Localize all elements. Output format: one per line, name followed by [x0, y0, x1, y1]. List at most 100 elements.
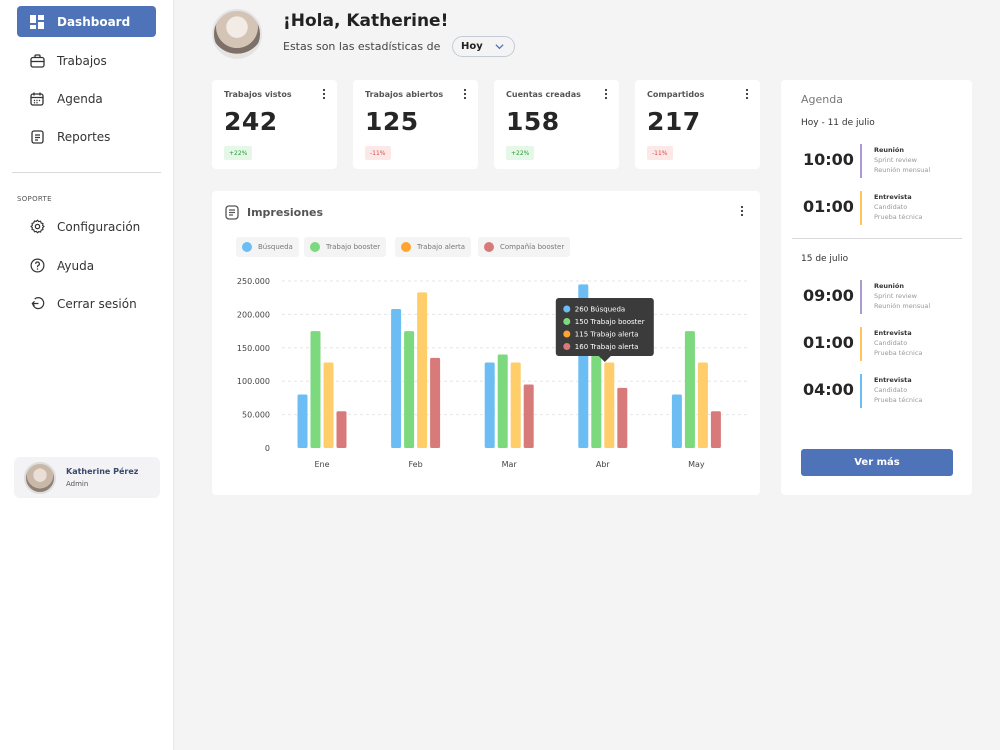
stat-badge: -11%: [365, 146, 391, 160]
legend-dot: [484, 242, 494, 252]
event-detail: Candidato: [874, 339, 908, 347]
sidebar-section-label: SOPORTE: [17, 195, 52, 203]
more-icon[interactable]: [743, 88, 751, 100]
report-icon: [29, 129, 45, 145]
sidebar-item-trabajos[interactable]: Trabajos: [17, 45, 156, 76]
legend-dot: [242, 242, 252, 252]
agenda-date: Hoy - 11 de julio: [801, 118, 875, 128]
agenda-title: Agenda: [801, 93, 843, 106]
y-tick-label: 200.000: [237, 310, 270, 319]
legend-label: Compañía booster: [500, 243, 565, 251]
chart-bar: [604, 362, 615, 448]
agenda-event[interactable]: 01:00 Entrevista Candidato Prueba técnic…: [801, 327, 961, 363]
stat-card-trabajos-abiertos: Trabajos abiertos 125 -11%: [353, 80, 478, 169]
chart-bar: [484, 362, 495, 448]
sidebar-item-dashboard[interactable]: Dashboard: [17, 6, 156, 37]
event-time: 09:00: [803, 286, 854, 305]
sidebar-item-reportes[interactable]: Reportes: [17, 121, 156, 152]
sidebar-item-label: Ayuda: [57, 258, 95, 273]
chart-bar: [310, 331, 321, 448]
event-detail: Prueba técnica: [874, 213, 923, 221]
agenda-event[interactable]: 01:00 Entrevista Candidato Prueba técnic…: [801, 191, 961, 227]
x-tick-label: Feb: [409, 460, 423, 469]
impressions-chart: 0 50.000 100.000 150.000 200.000 250.000 Ene Fe…: [237, 277, 750, 469]
tooltip-dot: [563, 330, 571, 338]
stat-label: Trabajos abiertos: [365, 90, 444, 99]
event-detail: Candidato: [874, 386, 908, 394]
x-tick-label: May: [688, 460, 705, 469]
stat-value: 125: [365, 107, 419, 136]
event-color-bar: [860, 374, 862, 408]
page-subtitle: Estas son las estadísticas de: [283, 40, 441, 53]
more-icon[interactable]: [602, 88, 610, 100]
sidebar-divider: [12, 172, 161, 173]
stat-card-cuentas-creadas: Cuentas creadas 158 +22%: [494, 80, 619, 169]
gear-icon: [29, 219, 45, 235]
more-icon[interactable]: [461, 88, 469, 100]
tooltip-line: 115 Trabajo alerta: [575, 331, 639, 339]
tooltip-arrow: [598, 356, 611, 362]
profile-card[interactable]: Katherine Pérez Admin: [14, 457, 160, 498]
chart-title: Impresiones: [247, 206, 324, 219]
impressions-card: 0 50.000 100.000 150.000 200.000 250.000 Ene Fe…: [212, 191, 760, 495]
stat-label: Cuentas creadas: [506, 90, 581, 99]
logout-icon: [29, 296, 45, 312]
legend-item-trabajo-alerta[interactable]: Trabajo alerta: [395, 237, 472, 257]
sidebar-item-label: Trabajos: [57, 53, 107, 68]
sidebar-item-label: Configuración: [57, 219, 141, 234]
legend-item-trabajo-booster[interactable]: Trabajo booster: [304, 237, 387, 257]
event-time: 01:00: [803, 197, 854, 216]
sidebar-item-cerrar-sesion[interactable]: Cerrar sesión: [17, 288, 156, 319]
stat-value: 158: [506, 107, 560, 136]
chart-bar: [510, 362, 521, 448]
y-tick-label: 100.000: [237, 377, 270, 386]
legend-item-busqueda[interactable]: Búsqueda: [236, 237, 299, 257]
event-title: Entrevista: [874, 193, 912, 201]
y-tick-label: 50.000: [242, 411, 270, 420]
event-detail: Prueba técnica: [874, 349, 923, 357]
stat-badge: -11%: [647, 146, 673, 160]
chevron-down-icon: [494, 41, 505, 55]
event-detail: Candidato: [874, 203, 908, 211]
event-color-bar: [860, 191, 862, 225]
event-color-bar: [860, 144, 862, 178]
agenda-event[interactable]: 04:00 Entrevista Candidato Prueba técnic…: [801, 374, 961, 410]
more-icon[interactable]: [320, 88, 328, 100]
stat-badge: +22%: [224, 146, 253, 160]
sidebar-item-configuracion[interactable]: Configuración: [17, 211, 156, 242]
chart-bar: [404, 331, 415, 448]
tooltip-box: [555, 298, 654, 356]
event-detail: Sprint review: [874, 292, 917, 300]
agenda-event[interactable]: 10:00 Reunión Sprint review Reunión mens…: [801, 144, 961, 180]
chart-bar: [710, 411, 721, 448]
event-time: 10:00: [803, 150, 854, 169]
user-avatar: [212, 9, 262, 59]
y-tick-label: 0: [265, 444, 270, 453]
chart-bar: [297, 394, 308, 448]
profile-name: Katherine Pérez: [66, 467, 139, 476]
legend-dot: [401, 242, 411, 252]
sidebar-item-agenda[interactable]: Agenda: [17, 83, 156, 114]
agenda-panel: Agenda Hoy - 11 de julio 10:00 Reunión S…: [781, 80, 972, 495]
chart-bar: [430, 357, 441, 448]
tooltip-line: 160 Trabajo alerta: [575, 343, 639, 351]
briefcase-icon: [29, 53, 45, 69]
stat-label: Trabajos vistos: [224, 90, 292, 99]
agenda-event[interactable]: 09:00 Reunión Sprint review Reunión mens…: [801, 280, 961, 316]
stat-value: 242: [224, 107, 278, 136]
chart-bar: [671, 394, 682, 448]
more-icon[interactable]: [738, 205, 746, 217]
avatar: [24, 461, 56, 494]
ver-mas-button[interactable]: Ver más: [801, 449, 953, 476]
period-select[interactable]: Hoy: [452, 36, 515, 57]
event-detail: Reunión mensual: [874, 166, 931, 174]
chart-bar: [591, 341, 602, 448]
stat-card-compartidos: Compartidos 217 -11%: [635, 80, 760, 169]
help-icon: [29, 258, 45, 274]
sidebar-item-ayuda[interactable]: Ayuda: [17, 250, 156, 281]
legend-dot: [310, 242, 320, 252]
legend-label: Búsqueda: [258, 243, 293, 251]
tooltip-dot: [563, 343, 571, 350]
event-title: Entrevista: [874, 376, 912, 384]
legend-item-compania-booster[interactable]: Compañía booster: [478, 237, 571, 257]
